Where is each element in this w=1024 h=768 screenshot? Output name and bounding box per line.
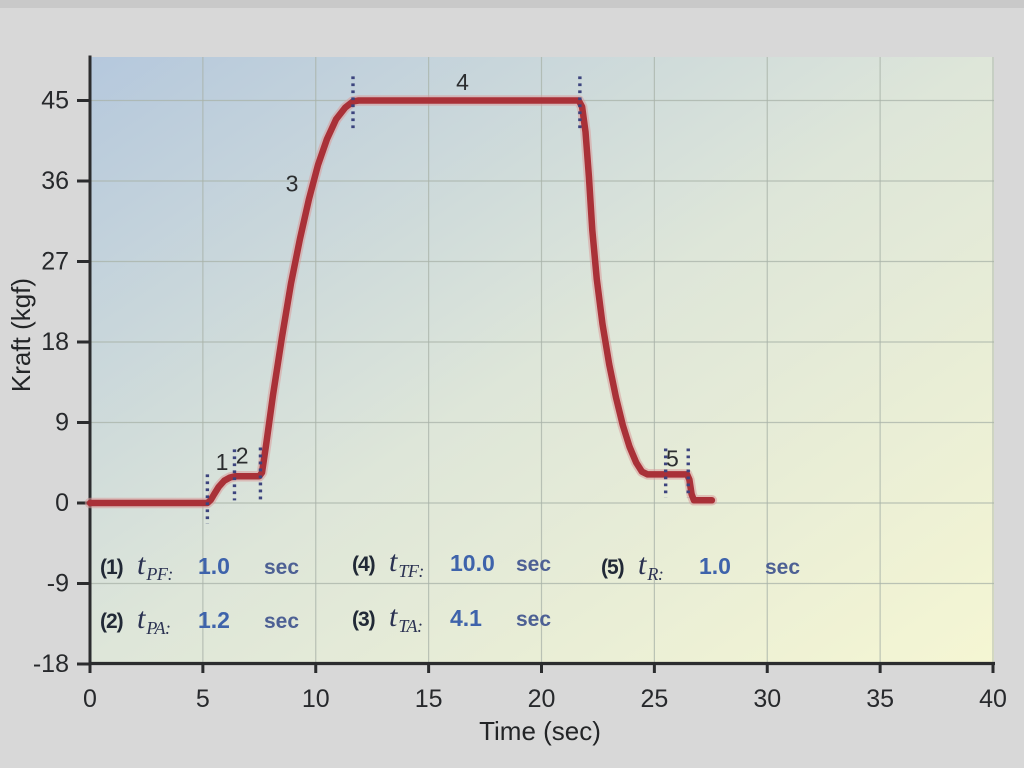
x-tick-label: 15 — [415, 685, 443, 713]
param-symbol: tPA: — [137, 602, 171, 638]
param-index: (3) — [352, 608, 376, 631]
y-tick-label: 36 — [41, 167, 69, 195]
x-tick-label: 0 — [83, 685, 97, 713]
plot-area — [91, 57, 994, 664]
param-label-ttf: (4) tTF: 10.0 sec — [352, 545, 551, 582]
param-index: (1) — [100, 556, 124, 579]
param-symbol: tTF: — [389, 545, 424, 581]
x-tick-label: 35 — [866, 685, 894, 713]
phase-number-label: 3 — [286, 171, 299, 197]
param-unit: sec — [516, 553, 552, 576]
y-tick-label: 45 — [41, 87, 69, 115]
param-label-tr: (5) tR: 1.0 sec — [601, 548, 800, 585]
param-value: 10.0 — [450, 550, 495, 576]
x-tick-label: 25 — [640, 685, 668, 713]
x-tick-label: 5 — [196, 685, 210, 713]
x-tick-label: 30 — [753, 685, 781, 713]
top-gray-strip — [0, 0, 1024, 8]
param-symbol: tPF: — [137, 548, 173, 584]
param-value: 1.2 — [198, 607, 230, 633]
x-axis-title: Time (sec) — [479, 716, 601, 746]
param-unit: sec — [516, 608, 552, 631]
param-index: (5) — [601, 556, 625, 579]
y-tick-label: 18 — [41, 328, 69, 356]
phase-number-labels: 1 2 3 4 5 — [216, 69, 679, 475]
phase-number-label: 2 — [236, 443, 249, 469]
param-label-tpf: (1) tPF: 1.0 sec — [100, 548, 299, 585]
param-index: (4) — [352, 553, 376, 576]
x-tick-label: 40 — [979, 685, 1007, 713]
y-tick-label: 0 — [55, 489, 69, 517]
param-label-tta: (3) tTA: 4.1 sec — [352, 600, 551, 637]
param-symbol: tTA: — [389, 600, 423, 636]
phase-number-label: 4 — [456, 69, 469, 95]
param-value: 4.1 — [450, 605, 482, 631]
param-unit: sec — [765, 556, 801, 579]
param-symbol: tR: — [638, 548, 664, 584]
y-axis-title: Kraft (kgf) — [6, 278, 36, 392]
y-tick-label: -18 — [33, 650, 69, 678]
gridlines — [91, 57, 994, 662]
x-tick-label: 10 — [302, 685, 330, 713]
y-tick-label: 27 — [41, 248, 69, 276]
y-tick-label: -9 — [47, 569, 69, 597]
phase-number-label: 1 — [216, 449, 229, 475]
param-label-tpa: (2) tPA: 1.2 sec — [100, 602, 299, 639]
phase-number-label: 5 — [666, 445, 679, 471]
force-curve — [86, 97, 716, 507]
x-tick-label: 20 — [528, 685, 556, 713]
param-unit: sec — [264, 610, 300, 633]
force-curve-layer — [84, 95, 718, 509]
y-tick-label: 9 — [55, 409, 69, 437]
param-index: (2) — [100, 610, 124, 633]
param-value: 1.0 — [699, 553, 731, 579]
param-value: 1.0 — [198, 553, 230, 579]
phase-boundary-markers — [205, 76, 690, 524]
param-unit: sec — [264, 556, 300, 579]
